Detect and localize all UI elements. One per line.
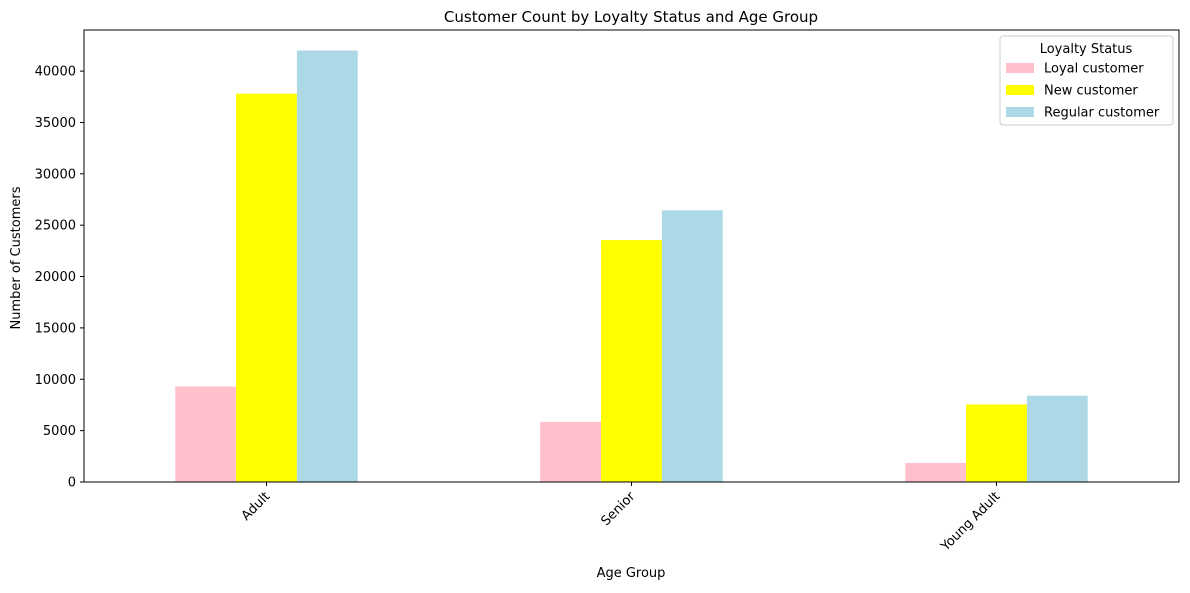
x-axis: Adult Senior Young Adult xyxy=(239,482,1004,555)
plot-frame xyxy=(83,29,1180,483)
bar-regular-customer-senior xyxy=(661,210,723,483)
bar-new-customer-senior xyxy=(601,240,662,482)
legend-title: Loyalty Status xyxy=(1040,42,1133,57)
bar-loyal-customer-young-adult xyxy=(905,463,967,482)
bar-regular-customer-young-adult xyxy=(1026,395,1088,482)
y-tick-label: 20000 xyxy=(35,270,76,285)
y-axis-label: Number of Customers xyxy=(9,186,24,329)
legend: Loyalty Status Loyal customer New custome… xyxy=(999,35,1174,126)
y-tick-label: 25000 xyxy=(35,219,76,234)
y-tick-label: 35000 xyxy=(35,116,76,131)
y-tick-label: 30000 xyxy=(35,167,76,182)
y-tick-label: 40000 xyxy=(35,65,76,80)
bar-loyal-customer-adult xyxy=(175,386,237,482)
legend-swatch xyxy=(1006,85,1034,95)
y-axis: 0 5000 10000 15000 20000 25000 30000 35000 40000 xyxy=(35,65,84,491)
legend-label: New customer xyxy=(1044,84,1138,99)
legend-label: Loyal customer xyxy=(1044,62,1144,77)
legend-swatch xyxy=(1006,63,1034,73)
bar-loyal-customer-senior xyxy=(540,421,602,482)
legend-frame xyxy=(999,35,1174,126)
legend-label: Regular customer xyxy=(1044,106,1160,121)
legend-swatch xyxy=(1006,107,1034,117)
y-tick-label: 10000 xyxy=(35,373,76,388)
y-tick-label: 0 xyxy=(68,476,76,491)
legend-items: Loyal customer New customer Regular custom… xyxy=(1006,62,1160,121)
x-tick-label: Senior xyxy=(598,489,638,529)
y-tick-label: 15000 xyxy=(35,321,76,336)
x-tick-label: Adult xyxy=(239,489,274,524)
bar-new-customer-adult xyxy=(236,93,297,482)
chart-title: Customer Count by Loyalty Status and Age… xyxy=(444,8,818,26)
bar-new-customer-young-adult xyxy=(966,404,1027,482)
bars-layer xyxy=(175,50,1088,483)
bar-regular-customer-adult xyxy=(296,50,358,483)
x-axis-label: Age Group xyxy=(597,566,666,581)
x-tick-label: Young Adult xyxy=(938,489,1004,555)
y-tick-label: 5000 xyxy=(43,424,76,439)
